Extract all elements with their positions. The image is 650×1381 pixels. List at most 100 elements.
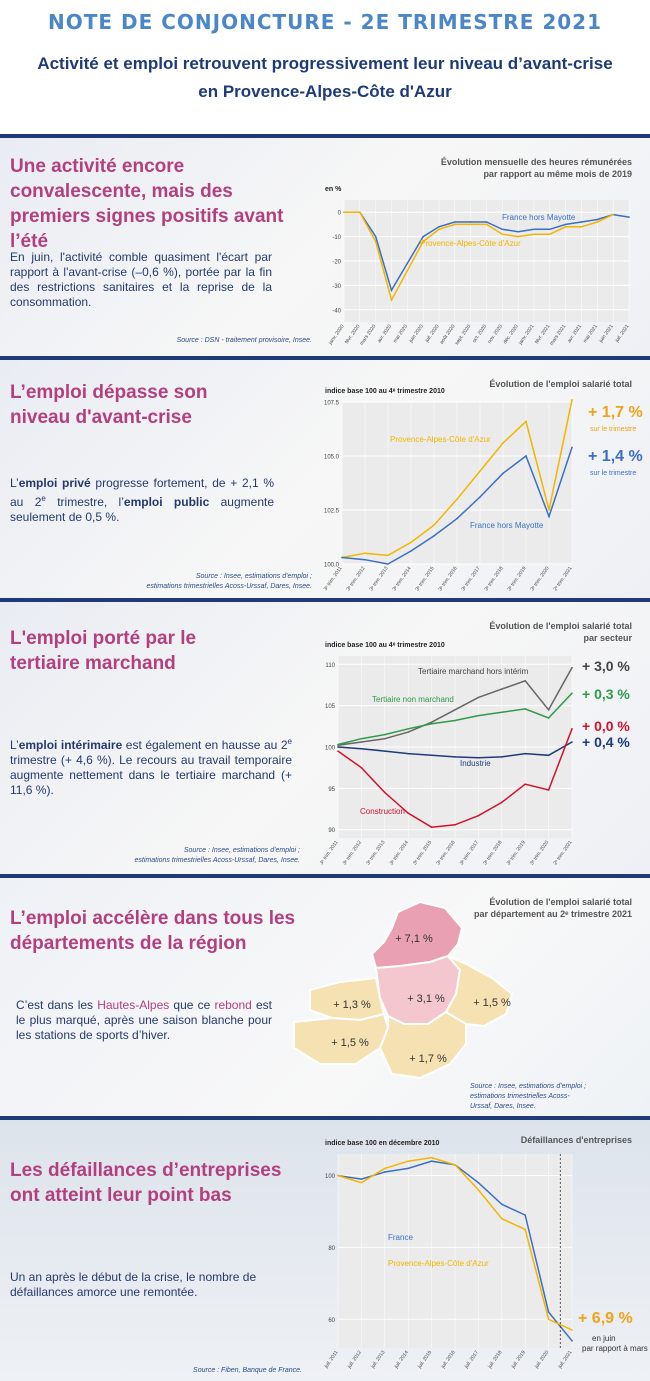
section-departments-title: L’emploi accélère dans tous les départem… [10, 908, 296, 954]
data-point [407, 1160, 409, 1162]
y-tick-label: 80 [328, 1246, 335, 1252]
section-departments-text: C’est dans les Hautes-Alpes que ce rebon… [16, 998, 273, 1042]
data-point [547, 717, 550, 719]
delta-tertiary-nonmarket: + 0,3 % [582, 686, 630, 702]
data-point [430, 723, 433, 725]
x-tick-label: juil. 2012 [346, 1350, 363, 1371]
section-tertiary-title: L'emploi porté par le tertiaire marchand [10, 628, 197, 674]
delta-france-sub: sur le trimestre [590, 470, 637, 477]
data-point [564, 223, 567, 226]
y-tick-label: 110 [325, 663, 335, 669]
section-tertiary-text: L’emploi intérimaire est également en ha… [10, 737, 292, 797]
data-point [384, 1171, 386, 1173]
data-point [477, 1189, 480, 1191]
x-tick-label: juil. 2019 [510, 1350, 527, 1371]
chart2-title: Évolution de l'emploi salarié total [489, 379, 632, 389]
x-tick-label: juil. 2020 [533, 1350, 550, 1371]
x-tick-label: 3ᵉ trim. 2017 [461, 566, 482, 593]
data-point [501, 1217, 503, 1220]
map-label-alpes-de-haute-provence: + 3,1 % [407, 993, 445, 1005]
data-point [430, 721, 433, 723]
data-point [479, 470, 481, 472]
data-point [454, 1163, 456, 1166]
y-tick-label: 105.0 [324, 455, 340, 461]
data-point [407, 752, 409, 755]
map-label-var: + 1,7 % [409, 1053, 447, 1065]
chart5-title: Défaillances d'entreprises [520, 1135, 632, 1145]
section-employment-text: L’emploi privé progresse fortement, de +… [10, 476, 275, 524]
delta-france-employment: + 1,4 % [588, 448, 643, 465]
data-point [410, 550, 412, 552]
data-point [433, 535, 435, 537]
data-point [454, 221, 456, 223]
data-point [524, 1228, 526, 1231]
data-point [501, 801, 503, 804]
data-point [477, 1181, 480, 1184]
data-point [341, 556, 343, 559]
x-tick-label: mai 2020 [392, 324, 409, 344]
data-point [360, 1178, 363, 1180]
x-tick-label: janv. 2020 [327, 324, 346, 347]
data-point [337, 743, 339, 746]
y-tick-label: 90 [328, 828, 335, 834]
data-point [384, 750, 386, 752]
data-point [485, 223, 488, 226]
data-point [524, 680, 526, 682]
y-tick-label: 100 [325, 746, 336, 752]
x-tick-label: juil. 2017 [463, 1350, 480, 1371]
x-tick-label: juin 2020 [408, 324, 425, 345]
data-point [612, 213, 614, 216]
delta-failures-sub-1: en juin [592, 1334, 616, 1343]
x-tick-label: 3ᵉ trim. 2013 [365, 840, 386, 867]
map-title: Évolution de l'emploi salarié total par … [474, 897, 632, 919]
series-label: France [388, 1233, 413, 1242]
delta-paca-sub: sur le trimestre [590, 426, 637, 433]
data-point [571, 728, 573, 730]
data-point [337, 746, 339, 748]
data-point [548, 515, 550, 518]
x-tick-label: 3ᵉ trim. 2016 [436, 840, 457, 867]
data-point [406, 262, 409, 265]
x-tick-label: juil. 2021 [557, 1350, 574, 1371]
data-point [360, 741, 363, 743]
map-label-alpes-maritimes: + 1,5 % [473, 997, 511, 1009]
data-point [406, 269, 409, 272]
data-point [501, 711, 503, 714]
x-tick-label: juil. 2016 [440, 1350, 457, 1371]
data-point [438, 226, 440, 228]
x-tick-label: juil. 2021 [614, 324, 631, 345]
section-employment-title: L’emploi dépasse son niveau d'avant-cris… [10, 382, 208, 428]
data-point [596, 218, 599, 221]
y-tick-label: 0 [338, 211, 342, 217]
x-tick-label: juil. 2015 [416, 1350, 433, 1371]
data-point [547, 754, 550, 757]
x-tick-label: 3ᵉ trim. 2014 [389, 840, 410, 867]
data-point [438, 228, 440, 231]
data-point [479, 496, 481, 498]
x-tick-label: 3ᵉ trim. 2013 [369, 566, 390, 593]
x-tick-label: sept. 2020 [454, 324, 472, 347]
x-tick-label: oct. 2020 [471, 324, 488, 344]
data-point [549, 233, 551, 235]
data-point [477, 714, 480, 717]
data-point [502, 472, 504, 475]
data-point [501, 233, 504, 235]
x-tick-label: mai 2021 [582, 324, 599, 344]
data-point [456, 498, 458, 500]
data-point [390, 289, 393, 292]
x-tick-label: 3ᵉ trim. 2018 [482, 840, 503, 867]
y-tick-label: 100 [325, 1174, 336, 1180]
y-tick-label: 60 [328, 1318, 335, 1324]
map-paca-departments: + 7,1 % + 3,1 % + 1,3 % + 1,5 % + 1,5 % … [293, 900, 514, 1080]
x-tick-label: 2ᵉ trim. 2021 [553, 566, 574, 593]
data-point [501, 228, 504, 231]
data-point [564, 226, 567, 228]
chart5-unit: indice base 100 en décembre 2010 [325, 1140, 440, 1147]
data-point [477, 696, 480, 699]
data-point [501, 756, 503, 758]
data-point [547, 708, 550, 711]
x-tick-label: 3ᵉ trim. 2019 [506, 840, 527, 867]
section-activity-text: En juin, l'activité comble quasiment l'é… [10, 250, 272, 309]
x-tick-label: 3ᵉ trim. 2017 [459, 840, 480, 867]
